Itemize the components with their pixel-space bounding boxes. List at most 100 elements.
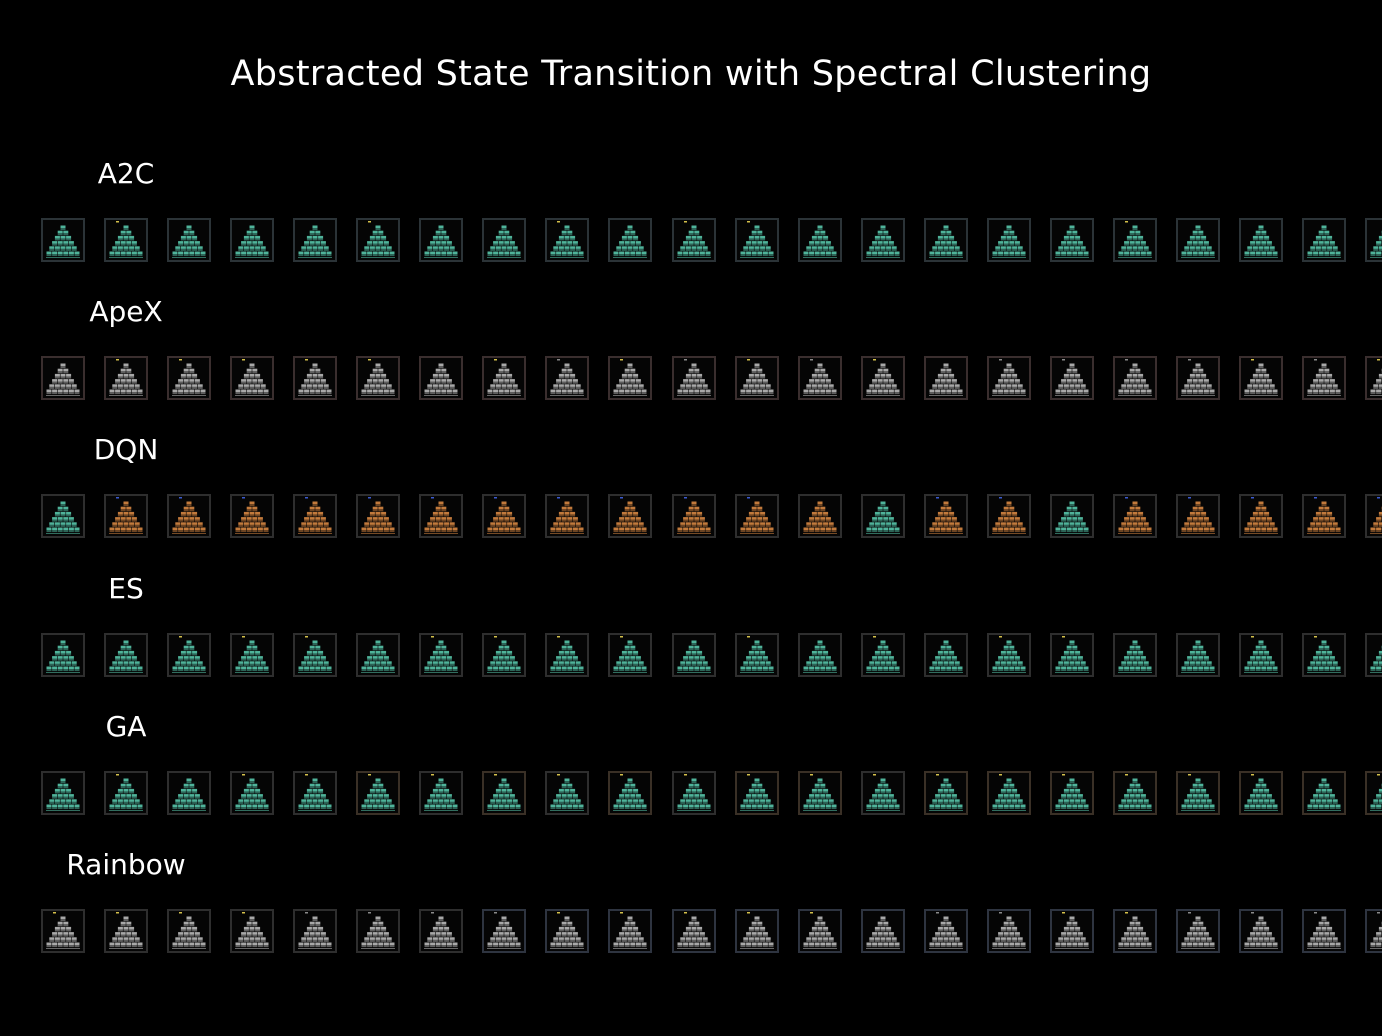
state-frame-thumbnail [798, 356, 842, 400]
pyramid-icon [172, 497, 206, 534]
pyramid-icon [550, 221, 584, 258]
pyramid-icon [866, 359, 900, 396]
state-frame-thumbnail [1239, 633, 1283, 677]
player-marker [1188, 912, 1191, 914]
player-marker [494, 912, 497, 914]
pyramid-icon [298, 497, 332, 534]
state-frame-thumbnail [230, 633, 274, 677]
player-marker [936, 912, 939, 914]
pyramid-icon [46, 225, 80, 258]
pyramid-icon [677, 912, 711, 949]
state-frame-thumbnail [735, 909, 779, 953]
state-frame-thumbnail [230, 218, 274, 262]
frame-strip-a2c [0, 218, 1382, 264]
pyramid-icon [550, 774, 584, 811]
state-frame-thumbnail [167, 356, 211, 400]
pyramid-icon [361, 912, 395, 949]
player-marker [684, 221, 687, 223]
pyramid-icon [1307, 497, 1341, 534]
player-marker [1314, 497, 1317, 499]
pyramid-icon [929, 640, 963, 673]
state-frame-thumbnail [924, 218, 968, 262]
state-frame-thumbnail [861, 356, 905, 400]
pyramid-icon [992, 912, 1026, 949]
pyramid-icon [1370, 774, 1382, 811]
pyramid-icon [46, 778, 80, 811]
player-marker [116, 359, 119, 361]
player-marker [1251, 912, 1254, 914]
player-marker [1125, 497, 1128, 499]
state-frame-thumbnail [798, 494, 842, 538]
state-frame-thumbnail [482, 356, 526, 400]
player-marker [431, 774, 434, 776]
player-marker [1125, 221, 1128, 223]
pyramid-icon [172, 359, 206, 396]
state-frame-thumbnail [293, 494, 337, 538]
state-frame-thumbnail [798, 771, 842, 815]
player-marker [1062, 636, 1065, 638]
state-frame-thumbnail [1302, 909, 1346, 953]
state-frame-thumbnail [419, 494, 463, 538]
state-frame-thumbnail [1302, 218, 1346, 262]
state-frame-thumbnail [735, 356, 779, 400]
pyramid-icon [298, 912, 332, 949]
state-frame-thumbnail [356, 633, 400, 677]
state-frame-thumbnail [1050, 909, 1094, 953]
player-marker [431, 636, 434, 638]
frame-strip-ga [0, 771, 1382, 817]
player-marker [116, 774, 119, 776]
state-frame-thumbnail [545, 218, 589, 262]
state-frame-thumbnail [419, 356, 463, 400]
player-marker [431, 912, 434, 914]
pyramid-icon [992, 774, 1026, 811]
pyramid-icon [992, 225, 1026, 258]
state-frame-thumbnail [608, 909, 652, 953]
pyramid-icon [1055, 501, 1089, 534]
player-marker [1188, 774, 1191, 776]
player-marker [684, 359, 687, 361]
pyramid-icon [1055, 636, 1089, 673]
pyramid-icon [1244, 636, 1278, 673]
state-frame-thumbnail [1176, 771, 1220, 815]
pyramid-icon [487, 359, 521, 396]
player-marker [368, 497, 371, 499]
frame-strip-es [0, 633, 1382, 679]
state-frame-thumbnail [41, 633, 85, 677]
player-marker [620, 359, 623, 361]
state-frame-thumbnail [987, 771, 1031, 815]
state-frame-thumbnail [104, 494, 148, 538]
state-frame-thumbnail [1050, 218, 1094, 262]
pyramid-icon [487, 636, 521, 673]
pyramid-icon [1370, 359, 1382, 396]
player-marker [810, 774, 813, 776]
pyramid-icon [424, 636, 458, 673]
pyramid-icon [1055, 774, 1089, 811]
player-marker [747, 912, 750, 914]
state-frame-thumbnail [1113, 356, 1157, 400]
state-frame-thumbnail [672, 633, 716, 677]
state-frame-thumbnail [104, 909, 148, 953]
state-frame-thumbnail [861, 494, 905, 538]
pyramid-icon [803, 774, 837, 811]
state-frame-thumbnail [608, 218, 652, 262]
state-frame-thumbnail [1050, 494, 1094, 538]
pyramid-icon [1181, 359, 1215, 396]
player-marker [557, 359, 560, 361]
state-frame-thumbnail [104, 771, 148, 815]
state-frame-thumbnail [482, 633, 526, 677]
player-marker [494, 636, 497, 638]
state-frame-thumbnail [1365, 633, 1382, 677]
player-marker [179, 359, 182, 361]
pyramid-icon [1307, 778, 1341, 811]
player-marker [557, 636, 560, 638]
state-frame-thumbnail [861, 771, 905, 815]
pyramid-icon [550, 912, 584, 949]
player-marker [179, 636, 182, 638]
state-frame-thumbnail [798, 633, 842, 677]
player-marker [620, 497, 623, 499]
state-frame-thumbnail [545, 771, 589, 815]
pyramid-icon [677, 359, 711, 396]
player-marker [620, 636, 623, 638]
player-marker [1314, 636, 1317, 638]
pyramid-icon [803, 225, 837, 258]
